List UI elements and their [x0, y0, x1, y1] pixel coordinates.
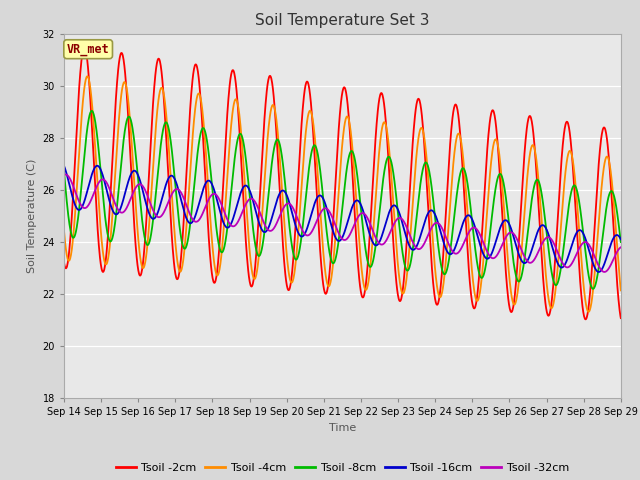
Y-axis label: Soil Temperature (C): Soil Temperature (C) — [27, 159, 37, 273]
Text: VR_met: VR_met — [67, 43, 109, 56]
X-axis label: Time: Time — [329, 423, 356, 433]
Title: Soil Temperature Set 3: Soil Temperature Set 3 — [255, 13, 429, 28]
Legend: Tsoil -2cm, Tsoil -4cm, Tsoil -8cm, Tsoil -16cm, Tsoil -32cm: Tsoil -2cm, Tsoil -4cm, Tsoil -8cm, Tsoi… — [111, 459, 573, 478]
